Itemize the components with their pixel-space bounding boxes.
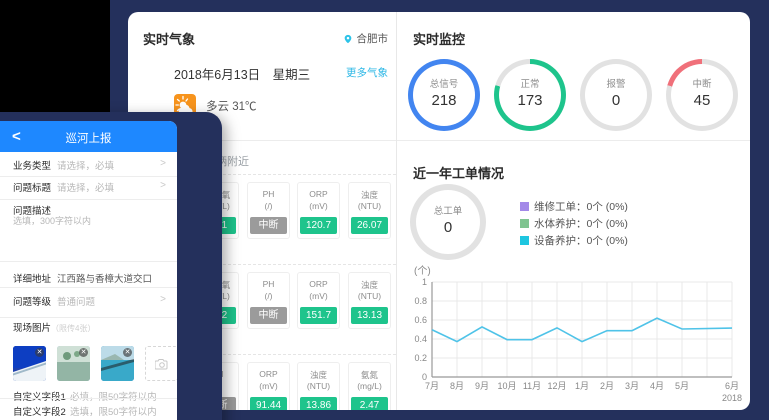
svg-text:1: 1 [422,277,427,287]
svg-text:3月: 3月 [625,381,639,391]
svg-text:2018: 2018 [722,393,742,403]
svg-text:2月: 2月 [600,381,614,391]
svg-text:6月: 6月 [725,381,739,391]
svg-text:10月: 10月 [497,381,516,391]
svg-text:1月: 1月 [575,381,589,391]
svg-text:12月: 12月 [547,381,566,391]
svg-text:5月: 5月 [675,381,689,391]
svg-text:0.4: 0.4 [414,334,427,344]
svg-text:9月: 9月 [475,381,489,391]
svg-text:0.8: 0.8 [414,296,427,306]
svg-text:0.2: 0.2 [414,353,427,363]
svg-text:4月: 4月 [650,381,664,391]
svg-text:8月: 8月 [450,381,464,391]
svg-text:11月: 11月 [523,381,541,391]
svg-text:7月: 7月 [425,381,439,391]
svg-text:0.6: 0.6 [414,315,427,325]
